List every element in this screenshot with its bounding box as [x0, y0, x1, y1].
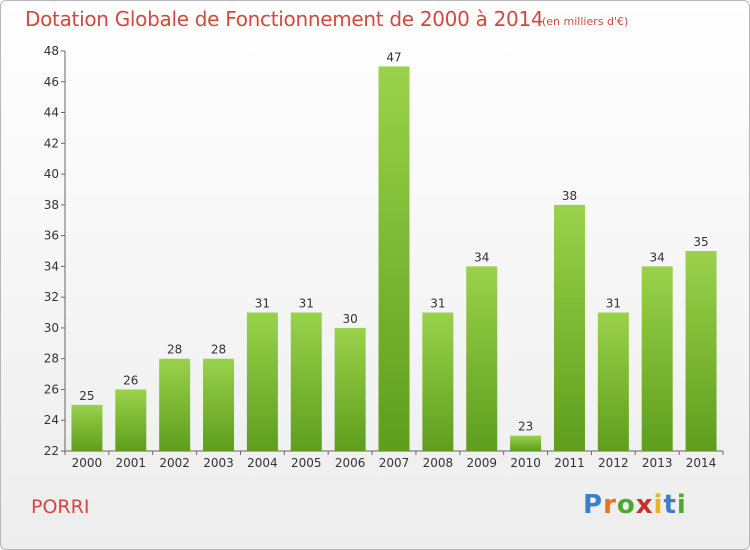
logo-letter: x — [635, 490, 654, 520]
bar — [553, 204, 585, 451]
bar-value-label: 31 — [606, 297, 621, 311]
x-tick-label: 2012 — [598, 456, 629, 470]
y-tick-label: 46 — [44, 75, 59, 89]
bar-value-label: 34 — [474, 250, 489, 264]
y-tick-label: 26 — [44, 382, 59, 396]
logo-letter: o — [616, 490, 636, 520]
x-tick-label: 2006 — [335, 456, 366, 470]
proxiti-logo[interactable]: Proxiti — [583, 490, 687, 520]
x-tick-label: 2003 — [203, 456, 234, 470]
bar — [246, 312, 278, 451]
bar-value-label: 35 — [693, 235, 708, 249]
y-tick-label: 40 — [44, 167, 59, 181]
chart-subtitle: (en milliers d'€) — [542, 15, 629, 28]
bar — [597, 312, 629, 451]
bar — [203, 358, 235, 451]
bar — [422, 312, 454, 451]
bar-value-label: 38 — [562, 189, 577, 203]
bar — [159, 358, 191, 451]
bar — [290, 312, 322, 451]
y-tick-label: 38 — [44, 198, 59, 212]
bar — [641, 266, 673, 451]
logo-letter: i — [676, 490, 687, 520]
bar — [334, 327, 366, 451]
x-tick-label: 2005 — [291, 456, 322, 470]
x-tick-label: 2014 — [686, 456, 717, 470]
y-tick-label: 32 — [44, 290, 59, 304]
bar — [378, 66, 410, 451]
x-tick-label: 2010 — [510, 456, 541, 470]
bar-value-label: 28 — [211, 343, 226, 357]
bar-value-label: 31 — [299, 297, 314, 311]
commune-name: PORRI — [31, 496, 90, 518]
bar — [510, 435, 542, 451]
bar — [685, 251, 717, 451]
bar — [71, 404, 103, 451]
x-tick-label: 2013 — [642, 456, 673, 470]
x-tick-label: 2007 — [379, 456, 410, 470]
logo-letter: i — [653, 490, 664, 520]
x-tick-label: 2008 — [423, 456, 454, 470]
bar-value-label: 28 — [167, 343, 182, 357]
y-tick-label: 24 — [44, 413, 59, 427]
bar-value-label: 31 — [255, 297, 270, 311]
x-tick-label: 2000 — [72, 456, 103, 470]
logo-letter: P — [583, 490, 604, 520]
y-tick-label: 34 — [44, 259, 59, 273]
bar — [466, 266, 498, 451]
y-tick-label: 30 — [44, 321, 59, 335]
bar-value-label: 26 — [123, 373, 138, 387]
bar-value-label: 34 — [650, 250, 665, 264]
chart-title: Dotation Globale de Fonctionnement de 20… — [25, 7, 544, 31]
x-tick-label: 2011 — [554, 456, 585, 470]
bar-value-label: 47 — [386, 50, 401, 64]
bar-value-label: 31 — [430, 297, 445, 311]
y-tick-label: 44 — [44, 106, 59, 120]
bar-value-label: 23 — [518, 420, 533, 434]
bar-value-label: 30 — [342, 312, 357, 326]
x-tick-label: 2002 — [159, 456, 190, 470]
y-tick-label: 42 — [44, 136, 59, 150]
y-tick-label: 48 — [44, 44, 59, 58]
bar-value-label: 25 — [79, 389, 94, 403]
logo-letter: t — [663, 490, 677, 520]
x-tick-label: 2004 — [247, 456, 278, 470]
y-tick-label: 36 — [44, 229, 59, 243]
x-tick-label: 2001 — [116, 456, 147, 470]
bar — [115, 389, 147, 451]
x-tick-label: 2009 — [466, 456, 497, 470]
logo-letter: r — [603, 490, 617, 520]
y-tick-label: 22 — [44, 444, 59, 458]
y-tick-label: 28 — [44, 352, 59, 366]
